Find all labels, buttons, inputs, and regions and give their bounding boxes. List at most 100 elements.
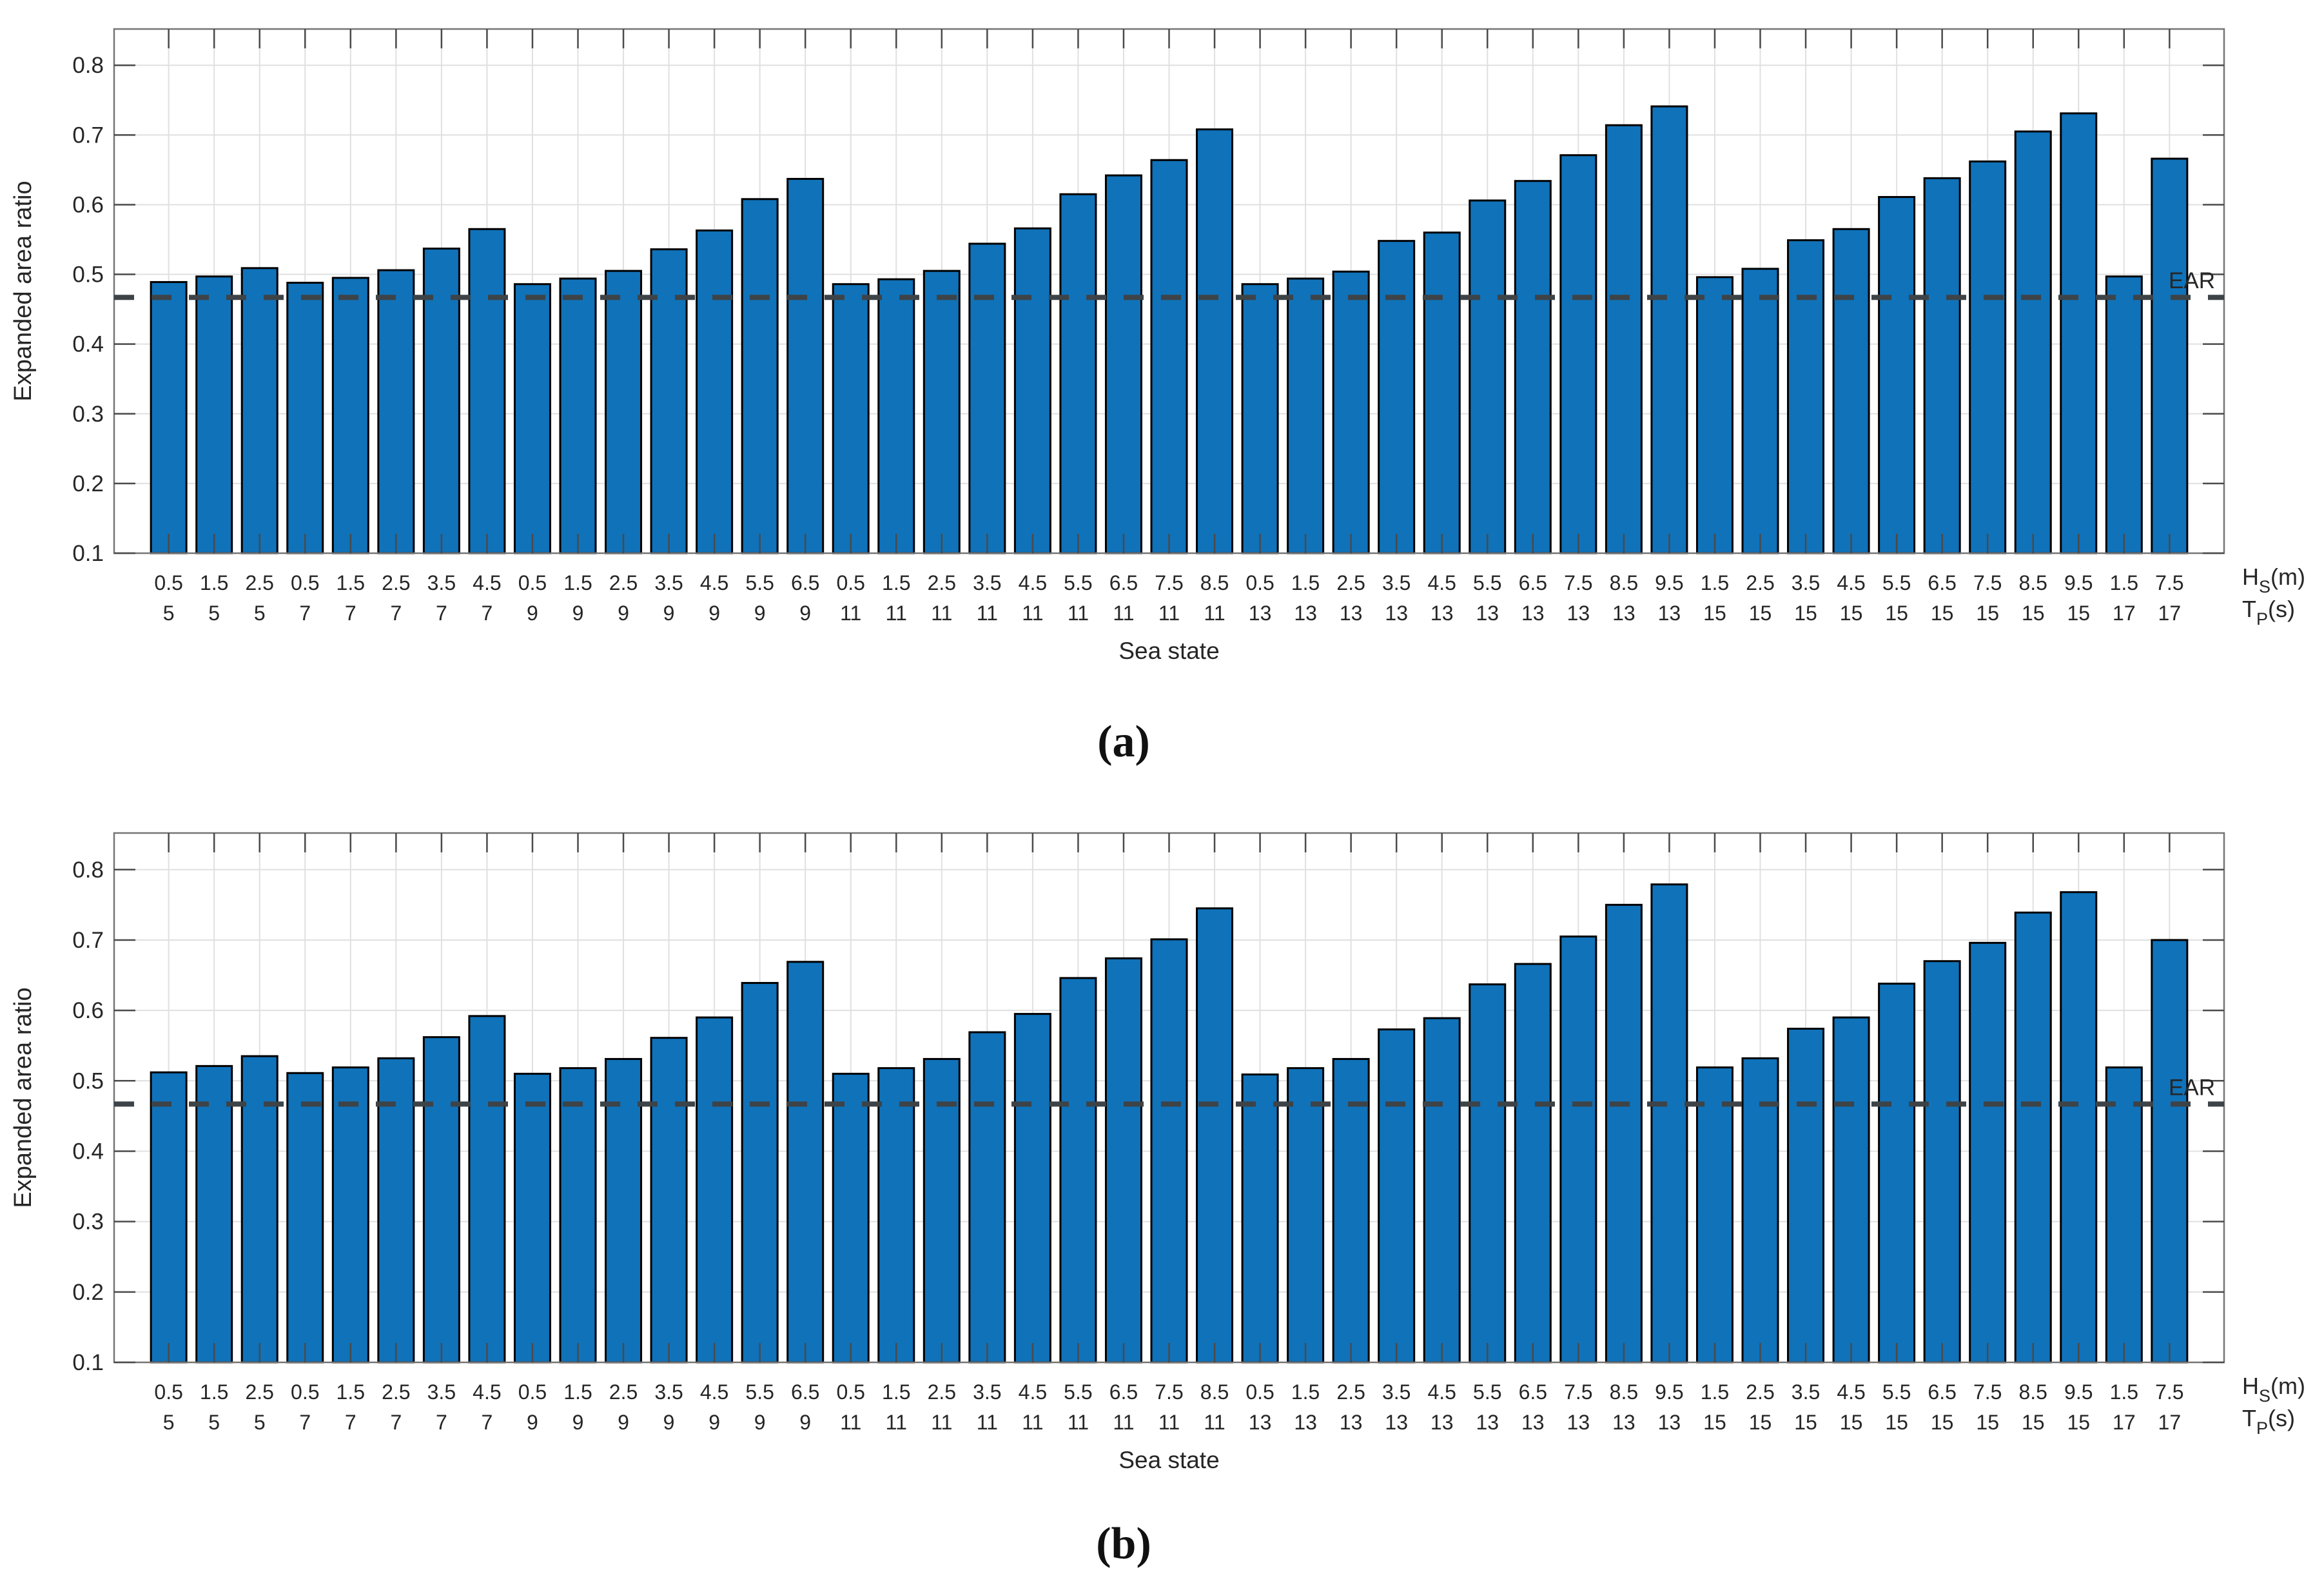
bar xyxy=(513,1072,551,1364)
hs-tick-label: 3.5 xyxy=(973,1380,1001,1404)
tp-tick-label: 15 xyxy=(1703,602,1726,625)
tp-tick-label: 13 xyxy=(1521,602,1545,625)
hs-tick-label: 1.5 xyxy=(1291,1380,1320,1404)
hs-tick-label: 6.5 xyxy=(1928,1380,1956,1404)
caption-b: (b) xyxy=(1096,1519,1151,1569)
hs-tick-label: 5.5 xyxy=(1064,1380,1092,1404)
bar xyxy=(468,1015,506,1364)
bar xyxy=(559,277,597,554)
tp-tick-label: 11 xyxy=(931,602,952,625)
tp-tick-label: 13 xyxy=(1385,602,1408,625)
tp-tick-label: 15 xyxy=(1976,602,1999,625)
bar xyxy=(2014,911,2052,1364)
tp-axis-label: TP(s) xyxy=(2242,596,2295,629)
hs-tick-label: 5.5 xyxy=(1064,571,1092,594)
hs-tick-label: 0.5 xyxy=(154,571,182,594)
bar xyxy=(1923,177,1961,554)
hs-tick-label: 4.5 xyxy=(1837,1380,1865,1404)
bar xyxy=(195,275,233,554)
hs-tick-label: 1.5 xyxy=(1701,571,1729,594)
hs-tick-label: 1.5 xyxy=(337,1380,365,1404)
tp-tick-label: 11 xyxy=(840,602,861,625)
tp-tick-label: 7 xyxy=(345,1411,356,1434)
tp-tick-label: 11 xyxy=(977,602,998,625)
tp-tick-label: 9 xyxy=(663,1411,675,1434)
hs-tick-label: 5.5 xyxy=(745,1380,774,1404)
tp-tick-label: 9 xyxy=(527,1411,538,1434)
tp-tick-label: 9 xyxy=(663,602,675,625)
bar xyxy=(832,1072,870,1364)
bar xyxy=(1423,231,1461,554)
bar xyxy=(150,280,188,554)
bar xyxy=(1423,1017,1461,1364)
hs-tick-label: 4.5 xyxy=(700,1380,728,1404)
tp-tick-label: 13 xyxy=(1612,602,1636,625)
tp-tick-label: 11 xyxy=(977,1411,998,1434)
tp-tick-label: 15 xyxy=(2067,1411,2090,1434)
hs-tick-label: 2.5 xyxy=(609,1380,638,1404)
hs-tick-label: 1.5 xyxy=(1291,571,1320,594)
hs-tick-label: 2.5 xyxy=(245,1380,273,1404)
tp-tick-label: 17 xyxy=(2113,1411,2136,1434)
bar xyxy=(1969,160,2007,554)
hs-tick-label: 7.5 xyxy=(1155,571,1183,594)
hs-tick-label: 0.5 xyxy=(836,571,864,594)
hs-tick-label: 1.5 xyxy=(1701,1380,1729,1404)
tp-tick-label: 11 xyxy=(1204,602,1225,625)
bar xyxy=(605,1057,643,1364)
tp-tick-label: 15 xyxy=(1885,1411,1908,1434)
hs-tick-label: 6.5 xyxy=(1519,571,1547,594)
tp-tick-label: 9 xyxy=(618,1411,629,1434)
hs-tick-label: 7.5 xyxy=(1564,1380,1592,1404)
hs-tick-label: 3.5 xyxy=(654,571,683,594)
bar xyxy=(1832,228,1870,554)
bar xyxy=(923,270,961,554)
tp-tick-label: 9 xyxy=(572,602,584,625)
hs-tick-label: 1.5 xyxy=(882,1380,910,1404)
tp-tick-label: 11 xyxy=(1158,1411,1180,1434)
bar xyxy=(422,248,460,554)
hs-tick-label: 0.5 xyxy=(518,1380,547,1404)
tp-tick-label: 7 xyxy=(482,1411,493,1434)
bar xyxy=(786,961,825,1364)
y-tick-label: 0.5 xyxy=(72,1068,104,1094)
x-axis-label: Sea state xyxy=(1118,638,1219,664)
tp-tick-label: 5 xyxy=(208,602,220,625)
tp-tick-label: 17 xyxy=(2113,602,2136,625)
bar xyxy=(923,1057,961,1364)
hs-tick-label: 6.5 xyxy=(791,1380,819,1404)
tp-tick-label: 15 xyxy=(1931,1411,1954,1434)
bar xyxy=(1104,957,1142,1364)
y-tick-label: 0.8 xyxy=(72,858,104,883)
bar xyxy=(2151,157,2189,554)
tp-tick-label: 13 xyxy=(1658,1411,1681,1434)
hs-tick-label: 1.5 xyxy=(2110,1380,2138,1404)
hs-tick-label: 1.5 xyxy=(563,1380,592,1404)
y-tick-label: 0.7 xyxy=(72,123,104,148)
bar xyxy=(968,242,1006,554)
tp-tick-label: 15 xyxy=(2022,602,2045,625)
tp-tick-label: 11 xyxy=(1158,602,1180,625)
bar xyxy=(1695,1066,1733,1364)
bar xyxy=(1013,227,1051,554)
hs-tick-label: 9.5 xyxy=(2064,571,2093,594)
bar xyxy=(240,267,278,554)
tp-tick-label: 9 xyxy=(754,1411,766,1434)
tp-tick-label: 5 xyxy=(254,1411,266,1434)
bar xyxy=(1378,240,1416,554)
bar xyxy=(1514,180,1552,554)
bar xyxy=(1287,277,1325,554)
hs-tick-label: 4.5 xyxy=(1019,571,1047,594)
bar xyxy=(1196,907,1234,1364)
tp-tick-label: 15 xyxy=(1840,1411,1863,1434)
tp-tick-label: 15 xyxy=(1931,602,1954,625)
bar xyxy=(422,1036,460,1364)
tp-tick-label: 13 xyxy=(1340,1411,1363,1434)
tp-tick-label: 7 xyxy=(299,1411,311,1434)
hs-tick-label: 2.5 xyxy=(609,571,638,594)
bar xyxy=(2060,112,2098,554)
y-tick-label: 0.3 xyxy=(72,402,104,427)
bar xyxy=(2105,275,2143,554)
